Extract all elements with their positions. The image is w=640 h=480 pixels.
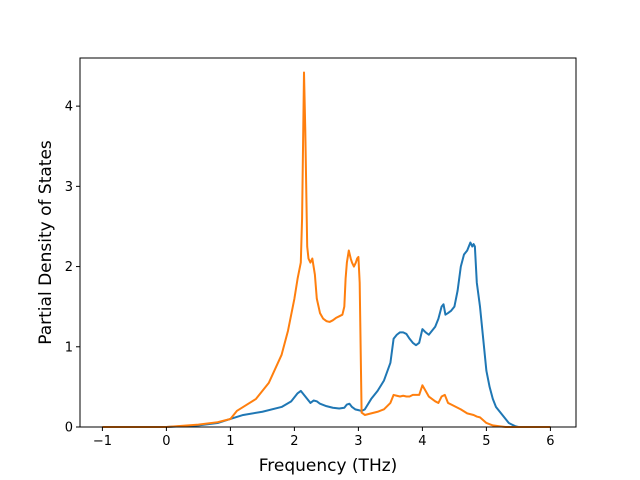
x-axis-ticks: −1 0 1 2 3 4 5 6 (93, 427, 555, 449)
y-tick-label: 3 (65, 180, 73, 195)
x-tick-label: 6 (546, 434, 554, 449)
x-tick-label: −1 (93, 434, 112, 449)
y-tick-label: 4 (65, 100, 73, 115)
series-2-line (102, 71, 551, 428)
y-axis-label: Partial Density of States (36, 140, 56, 345)
x-tick-label: 4 (418, 434, 426, 449)
x-tick-label: 5 (482, 434, 490, 449)
x-tick-label: 0 (162, 434, 170, 449)
plot-lines (102, 71, 551, 428)
x-tick-label: 2 (290, 434, 298, 449)
y-tick-label: 1 (65, 340, 73, 355)
series-1-line (102, 241, 551, 428)
x-axis-label: Frequency (THz) (259, 456, 398, 476)
y-tick-label: 0 (65, 421, 73, 436)
x-tick-label: 3 (354, 434, 362, 449)
y-axis-ticks: 0 1 2 3 4 (65, 100, 80, 436)
y-tick-label: 2 (65, 260, 73, 275)
x-tick-label: 1 (226, 434, 234, 449)
plot-frame (79, 57, 577, 428)
